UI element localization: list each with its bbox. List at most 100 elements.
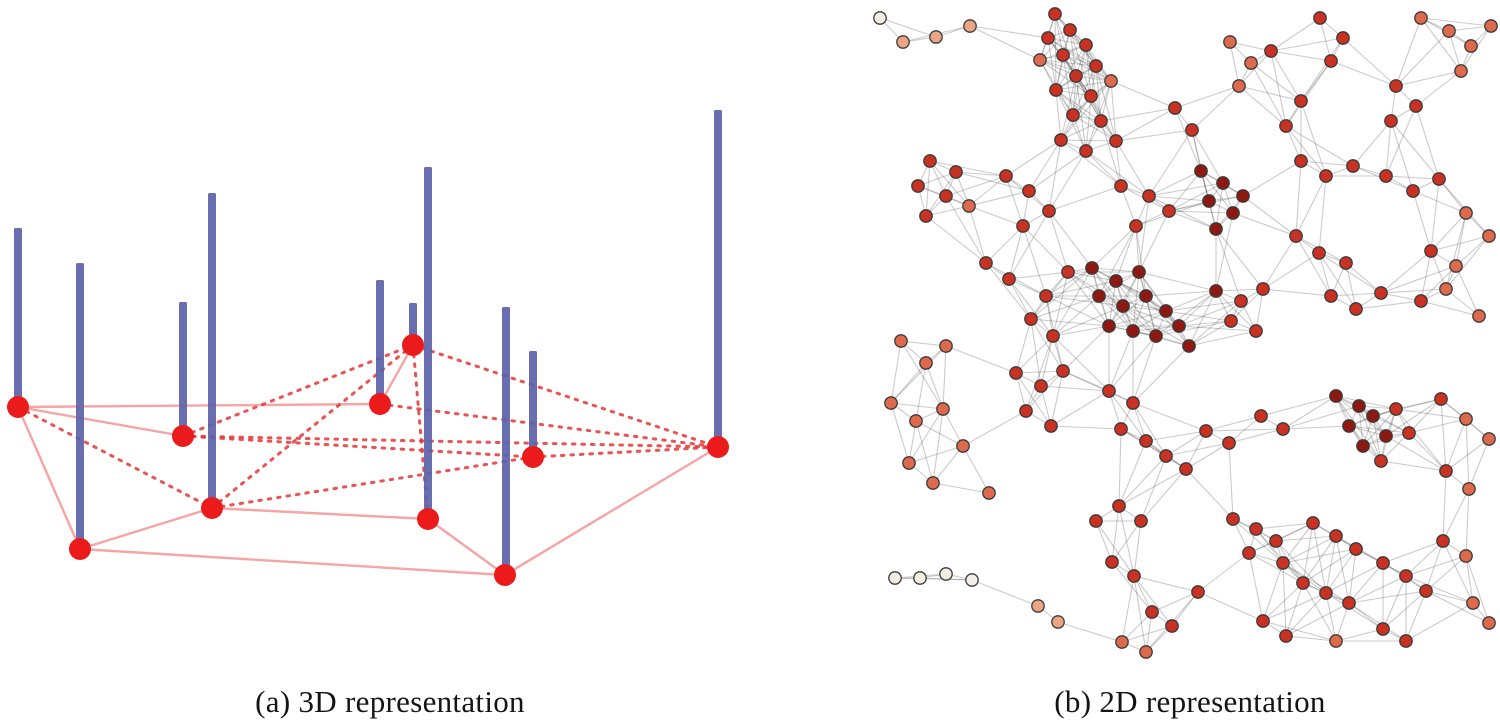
network-node bbox=[939, 339, 953, 353]
network-node bbox=[1472, 309, 1486, 323]
network-edge bbox=[1255, 288, 1264, 332]
network-edge bbox=[1055, 89, 1117, 142]
network-edge-dotted bbox=[181, 434, 720, 449]
network-edge bbox=[1405, 555, 1467, 577]
network-node bbox=[1041, 31, 1055, 45]
network-node bbox=[1346, 159, 1360, 173]
network-edge bbox=[1242, 195, 1297, 237]
network-edge bbox=[1048, 210, 1069, 273]
network-edge bbox=[1040, 385, 1052, 427]
network-edge bbox=[932, 408, 944, 484]
network-edge bbox=[1111, 505, 1120, 563]
network-edge bbox=[1045, 280, 1117, 297]
network-node bbox=[1442, 24, 1456, 38]
network-node bbox=[1276, 422, 1290, 436]
network-edge bbox=[1120, 185, 1137, 227]
network-edge bbox=[1250, 62, 1287, 127]
network-node bbox=[1031, 599, 1045, 613]
network-edge bbox=[1005, 175, 1024, 227]
network-edge bbox=[1438, 178, 1467, 214]
network-node bbox=[1296, 576, 1310, 590]
network-edge bbox=[1060, 139, 1122, 187]
network-node bbox=[1256, 614, 1270, 628]
network-node bbox=[1016, 219, 1030, 233]
network-node bbox=[1324, 289, 1338, 303]
network-edge bbox=[1408, 418, 1467, 434]
network-node bbox=[1406, 184, 1420, 198]
network-edge bbox=[1335, 395, 1382, 462]
network-edge bbox=[1229, 41, 1240, 87]
network-node bbox=[1342, 419, 1356, 433]
network-edge bbox=[932, 445, 964, 484]
network-node bbox=[1414, 11, 1428, 25]
network-edge bbox=[1405, 602, 1474, 642]
network-edge bbox=[1395, 30, 1450, 87]
network-node bbox=[1104, 74, 1118, 88]
network-edge bbox=[1440, 398, 1447, 472]
network-edge bbox=[1385, 120, 1392, 177]
network-edge bbox=[1040, 335, 1054, 387]
network-node bbox=[936, 402, 950, 416]
network-edge bbox=[1091, 267, 1140, 273]
network-edge bbox=[1115, 140, 1150, 197]
network-edge bbox=[1085, 150, 1122, 187]
network-edge bbox=[1132, 325, 1180, 332]
network-node bbox=[1202, 194, 1216, 208]
network-node bbox=[1191, 585, 1205, 599]
network-node bbox=[1209, 284, 1223, 298]
network-edge bbox=[1121, 625, 1173, 643]
network-edge bbox=[1115, 129, 1193, 142]
network-edge bbox=[1330, 60, 1397, 87]
network-edge bbox=[1115, 107, 1176, 142]
network-edge bbox=[1215, 290, 1257, 332]
network-edge bbox=[1285, 60, 1332, 127]
network-edge bbox=[1052, 305, 1124, 337]
network-edge bbox=[1015, 372, 1052, 427]
network-edge bbox=[1047, 37, 1112, 82]
network-node bbox=[1376, 622, 1390, 636]
network-node bbox=[1249, 324, 1263, 338]
network-node bbox=[1399, 634, 1413, 648]
network-edge bbox=[1028, 139, 1062, 192]
network-node bbox=[1179, 462, 1193, 476]
network-edge bbox=[1285, 125, 1354, 167]
network-edge bbox=[1262, 562, 1284, 622]
network-edge bbox=[1380, 265, 1457, 294]
network-edge bbox=[1178, 290, 1217, 327]
network-edge bbox=[1054, 13, 1097, 67]
network-node bbox=[1379, 429, 1393, 443]
network-node bbox=[884, 396, 898, 410]
network-edge bbox=[1178, 300, 1242, 327]
network-edge bbox=[1262, 235, 1297, 290]
network-node bbox=[1249, 522, 1263, 536]
network-node bbox=[1149, 329, 1163, 343]
network-edge bbox=[1215, 288, 1264, 292]
network-edge bbox=[1445, 235, 1490, 290]
network-edge bbox=[1465, 555, 1490, 624]
network-node bbox=[1145, 605, 1159, 619]
network-node bbox=[1436, 534, 1450, 548]
network-edge bbox=[1395, 408, 1467, 420]
network-edge bbox=[1445, 438, 1490, 472]
network-edge bbox=[1270, 50, 1302, 102]
network-edge bbox=[1168, 170, 1202, 212]
network-edge bbox=[1067, 271, 1110, 327]
network-edge bbox=[1122, 305, 1180, 327]
network-edge bbox=[1165, 300, 1242, 312]
network-edge bbox=[1442, 488, 1470, 542]
network-edge-solid bbox=[17, 405, 184, 438]
network-edge bbox=[1100, 107, 1176, 122]
network-edge bbox=[1285, 635, 1337, 642]
network-edge bbox=[1118, 440, 1147, 507]
network-edge bbox=[1348, 575, 1407, 604]
network-edge bbox=[1111, 561, 1153, 613]
network-node bbox=[1312, 246, 1326, 260]
network-edge bbox=[1395, 17, 1422, 87]
network-edge bbox=[1030, 267, 1093, 320]
network-edge bbox=[1348, 602, 1407, 642]
network-edge bbox=[1048, 139, 1062, 212]
network-node bbox=[1482, 616, 1496, 630]
network-node bbox=[1294, 94, 1308, 108]
network-edge bbox=[1275, 522, 1314, 542]
network-edge bbox=[1275, 535, 1337, 542]
